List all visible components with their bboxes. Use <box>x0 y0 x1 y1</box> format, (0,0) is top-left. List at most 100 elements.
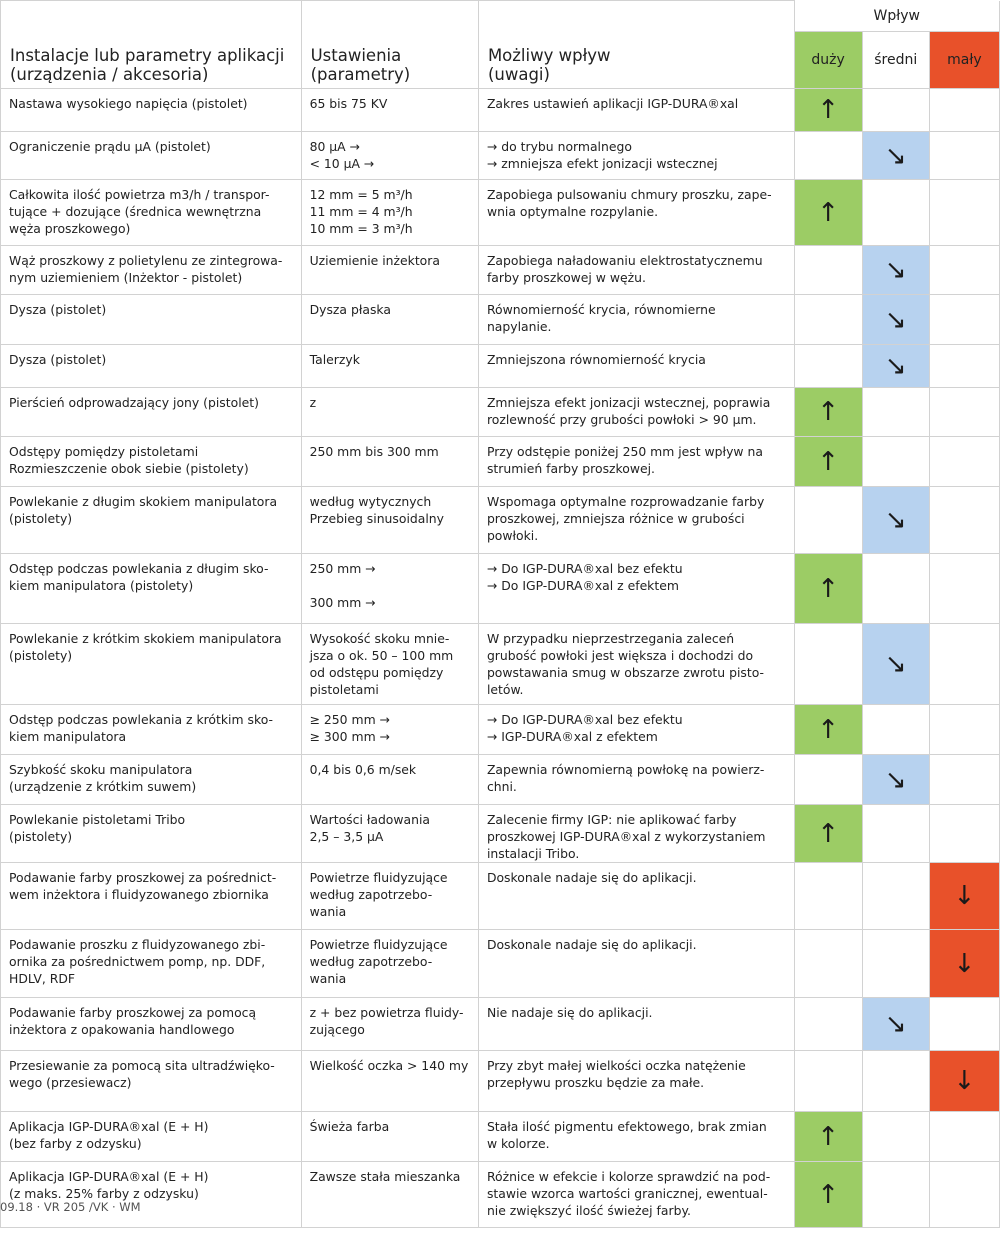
impact-cell-high <box>793 862 863 930</box>
up-arrow-icon: ↑ <box>817 1121 840 1152</box>
cell-settings: według wytycznych Przebieg sinusoidalny <box>300 486 479 554</box>
impact-cell-high <box>793 294 863 345</box>
table-row: Powlekanie pistoletami Tribo (pistolety)… <box>0 804 1000 863</box>
cell-remark: Przy zbyt małej wielkości oczka natężeni… <box>477 1050 795 1112</box>
impact-cell-low: ↓ <box>928 929 1000 998</box>
impact-cell-high <box>793 623 863 705</box>
table-row: Odstęp podczas powlekania z długim sko- … <box>0 553 1000 624</box>
header-settings: Ustawienia (parametry) <box>300 0 479 89</box>
cell-settings: Wielkość oczka > 140 my <box>300 1050 479 1112</box>
down-right-arrow-icon: ↘ <box>884 1009 907 1039</box>
cell-installation: Nastawa wysokiego napięcia (pistolet) <box>0 88 302 132</box>
impact-cell-high <box>793 131 863 180</box>
cell-settings: 65 bis 75 KV <box>300 88 479 132</box>
cell-remark: Doskonale nadaje się do aplikacji. <box>477 862 795 930</box>
impact-cell-medium: ↘ <box>861 294 930 345</box>
cell-installation: Dysza (pistolet) <box>0 294 302 345</box>
table-row: Nastawa wysokiego napięcia (pistolet) 65 … <box>0 88 1000 132</box>
down-right-arrow-icon: ↘ <box>884 764 907 795</box>
impact-cell-medium: ↘ <box>861 754 930 805</box>
down-arrow-icon: ↓ <box>953 881 976 911</box>
header-impact-group: Wpływ <box>793 0 1000 32</box>
table-row: Przesiewanie za pomocą sita ultradźwięko… <box>0 1050 1000 1112</box>
impact-cell-medium <box>861 1161 930 1228</box>
impact-cell-low <box>928 623 1000 705</box>
impact-cell-high <box>793 344 863 388</box>
impact-cell-medium <box>861 1111 930 1162</box>
table-row: Wąż proszkowy z polietylenu ze zintegrow… <box>0 245 1000 295</box>
cell-remark: Stała ilość pigmentu efektowego, brak zm… <box>477 1111 795 1162</box>
down-right-arrow-icon: ↘ <box>884 304 907 335</box>
table-row: Dysza (pistolet) Dysza płaska Równomiernoś… <box>0 294 1000 345</box>
impact-cell-high: ↑ <box>793 804 863 863</box>
impact-cell-medium <box>861 929 930 998</box>
level-medium-header: średni <box>861 31 930 89</box>
cell-installation: Odstępy pomiędzy pistoletami Rozmieszcze… <box>0 436 302 487</box>
cell-remark: W przypadku nieprzestrzegania zaleceń gr… <box>477 623 795 705</box>
impact-cell-high: ↑ <box>793 1161 863 1228</box>
cell-installation: Podawanie farby proszkowej za pośrednict… <box>0 862 302 930</box>
impact-cell-medium: ↘ <box>861 997 930 1051</box>
impact-cell-medium: ↘ <box>861 623 930 705</box>
up-arrow-icon: ↑ <box>817 446 840 477</box>
impact-cell-low <box>928 804 1000 863</box>
impact-cell-low <box>928 754 1000 805</box>
cell-settings: Wysokość skoku mnie- jsza o ok. 50 – 100… <box>300 623 479 705</box>
cell-settings: Powietrze fluidyzujące według zapotrzebo… <box>300 929 479 998</box>
table-row: Powlekanie z krótkim skokiem manipulator… <box>0 623 1000 705</box>
up-arrow-icon: ↑ <box>817 573 840 604</box>
impact-cell-low <box>928 344 1000 388</box>
header-installation: Instalacje lub parametry aplikacji (urzą… <box>0 0 302 89</box>
cell-installation: Podawanie proszku z fluidyzowanego zbi- … <box>0 929 302 998</box>
impact-cell-low: ↓ <box>928 1050 1000 1112</box>
cell-settings: 80 µA → < 10 µA → <box>300 131 479 180</box>
up-arrow-icon: ↑ <box>817 397 840 427</box>
table-row: Ograniczenie prądu µA (pistolet) 80 µA → … <box>0 131 1000 180</box>
impact-cell-high <box>793 1050 863 1112</box>
impact-cell-low <box>928 436 1000 487</box>
cell-remark: Wspomaga optymalne rozprowadzanie farby … <box>477 486 795 554</box>
document-footer: 09.18 · VR 205 /VK · WM <box>0 1200 141 1214</box>
impact-cell-medium <box>861 1050 930 1112</box>
impact-cell-low <box>928 294 1000 345</box>
impact-cell-medium: ↘ <box>861 344 930 388</box>
cell-installation: Podawanie farby proszkowej za pomocą inż… <box>0 997 302 1051</box>
impact-cell-low <box>928 179 1000 246</box>
impact-cell-medium <box>861 862 930 930</box>
table-row: Podawanie proszku z fluidyzowanego zbi- … <box>0 929 1000 998</box>
cell-remark: Zapobiega pulsowaniu chmury proszku, zap… <box>477 179 795 246</box>
cell-settings: 250 mm → 300 mm → <box>300 553 479 624</box>
impact-cell-high: ↑ <box>793 553 863 624</box>
cell-remark: → Do IGP-DURA®xal bez efektu → IGP-DURA®… <box>477 704 795 755</box>
table-row: Odstępy pomiędzy pistoletami Rozmieszcze… <box>0 436 1000 487</box>
cell-remark: Nie nadaje się do aplikacji. <box>477 997 795 1051</box>
impact-cell-low <box>928 387 1000 437</box>
table-row: Podawanie farby proszkowej za pośrednict… <box>0 862 1000 930</box>
impact-cell-medium: ↘ <box>861 486 930 554</box>
table-row: Dysza (pistolet) Talerzyk Zmniejszona równ… <box>0 344 1000 388</box>
down-right-arrow-icon: ↘ <box>884 505 907 535</box>
cell-settings: 0,4 bis 0,6 m/sek <box>300 754 479 805</box>
cell-settings: Talerzyk <box>300 344 479 388</box>
cell-settings: Zawsze stała mieszanka <box>300 1161 479 1228</box>
impact-cell-low: ↓ <box>928 862 1000 930</box>
impact-cell-high <box>793 997 863 1051</box>
cell-installation: Wąż proszkowy z polietylenu ze zintegrow… <box>0 245 302 295</box>
cell-remark: Równomierność krycia, równomierne napyla… <box>477 294 795 345</box>
impact-cell-high: ↑ <box>793 704 863 755</box>
table-row: Aplikacja IGP-DURA®xal (E + H) (bez farb… <box>0 1111 1000 1162</box>
cell-settings: Powietrze fluidyzujące według zapotrzebo… <box>300 862 479 930</box>
impact-cell-low <box>928 1111 1000 1162</box>
cell-remark: Doskonale nadaje się do aplikacji. <box>477 929 795 998</box>
down-right-arrow-icon: ↘ <box>884 140 907 171</box>
cell-installation: Ograniczenie prądu µA (pistolet) <box>0 131 302 180</box>
impact-cell-high: ↑ <box>793 436 863 487</box>
impact-cell-medium: ↘ <box>861 245 930 295</box>
up-arrow-icon: ↑ <box>817 197 840 228</box>
cell-installation: Odstęp podczas powlekania z długim sko- … <box>0 553 302 624</box>
cell-remark: Zapobiega naładowaniu elektrostatycznemu… <box>477 245 795 295</box>
cell-installation: Powlekanie z długim skokiem manipulatora… <box>0 486 302 554</box>
cell-remark: Zmniejsza efekt jonizacji wstecznej, pop… <box>477 387 795 437</box>
cell-installation: Całkowita ilość powietrza m3/h / transpo… <box>0 179 302 246</box>
